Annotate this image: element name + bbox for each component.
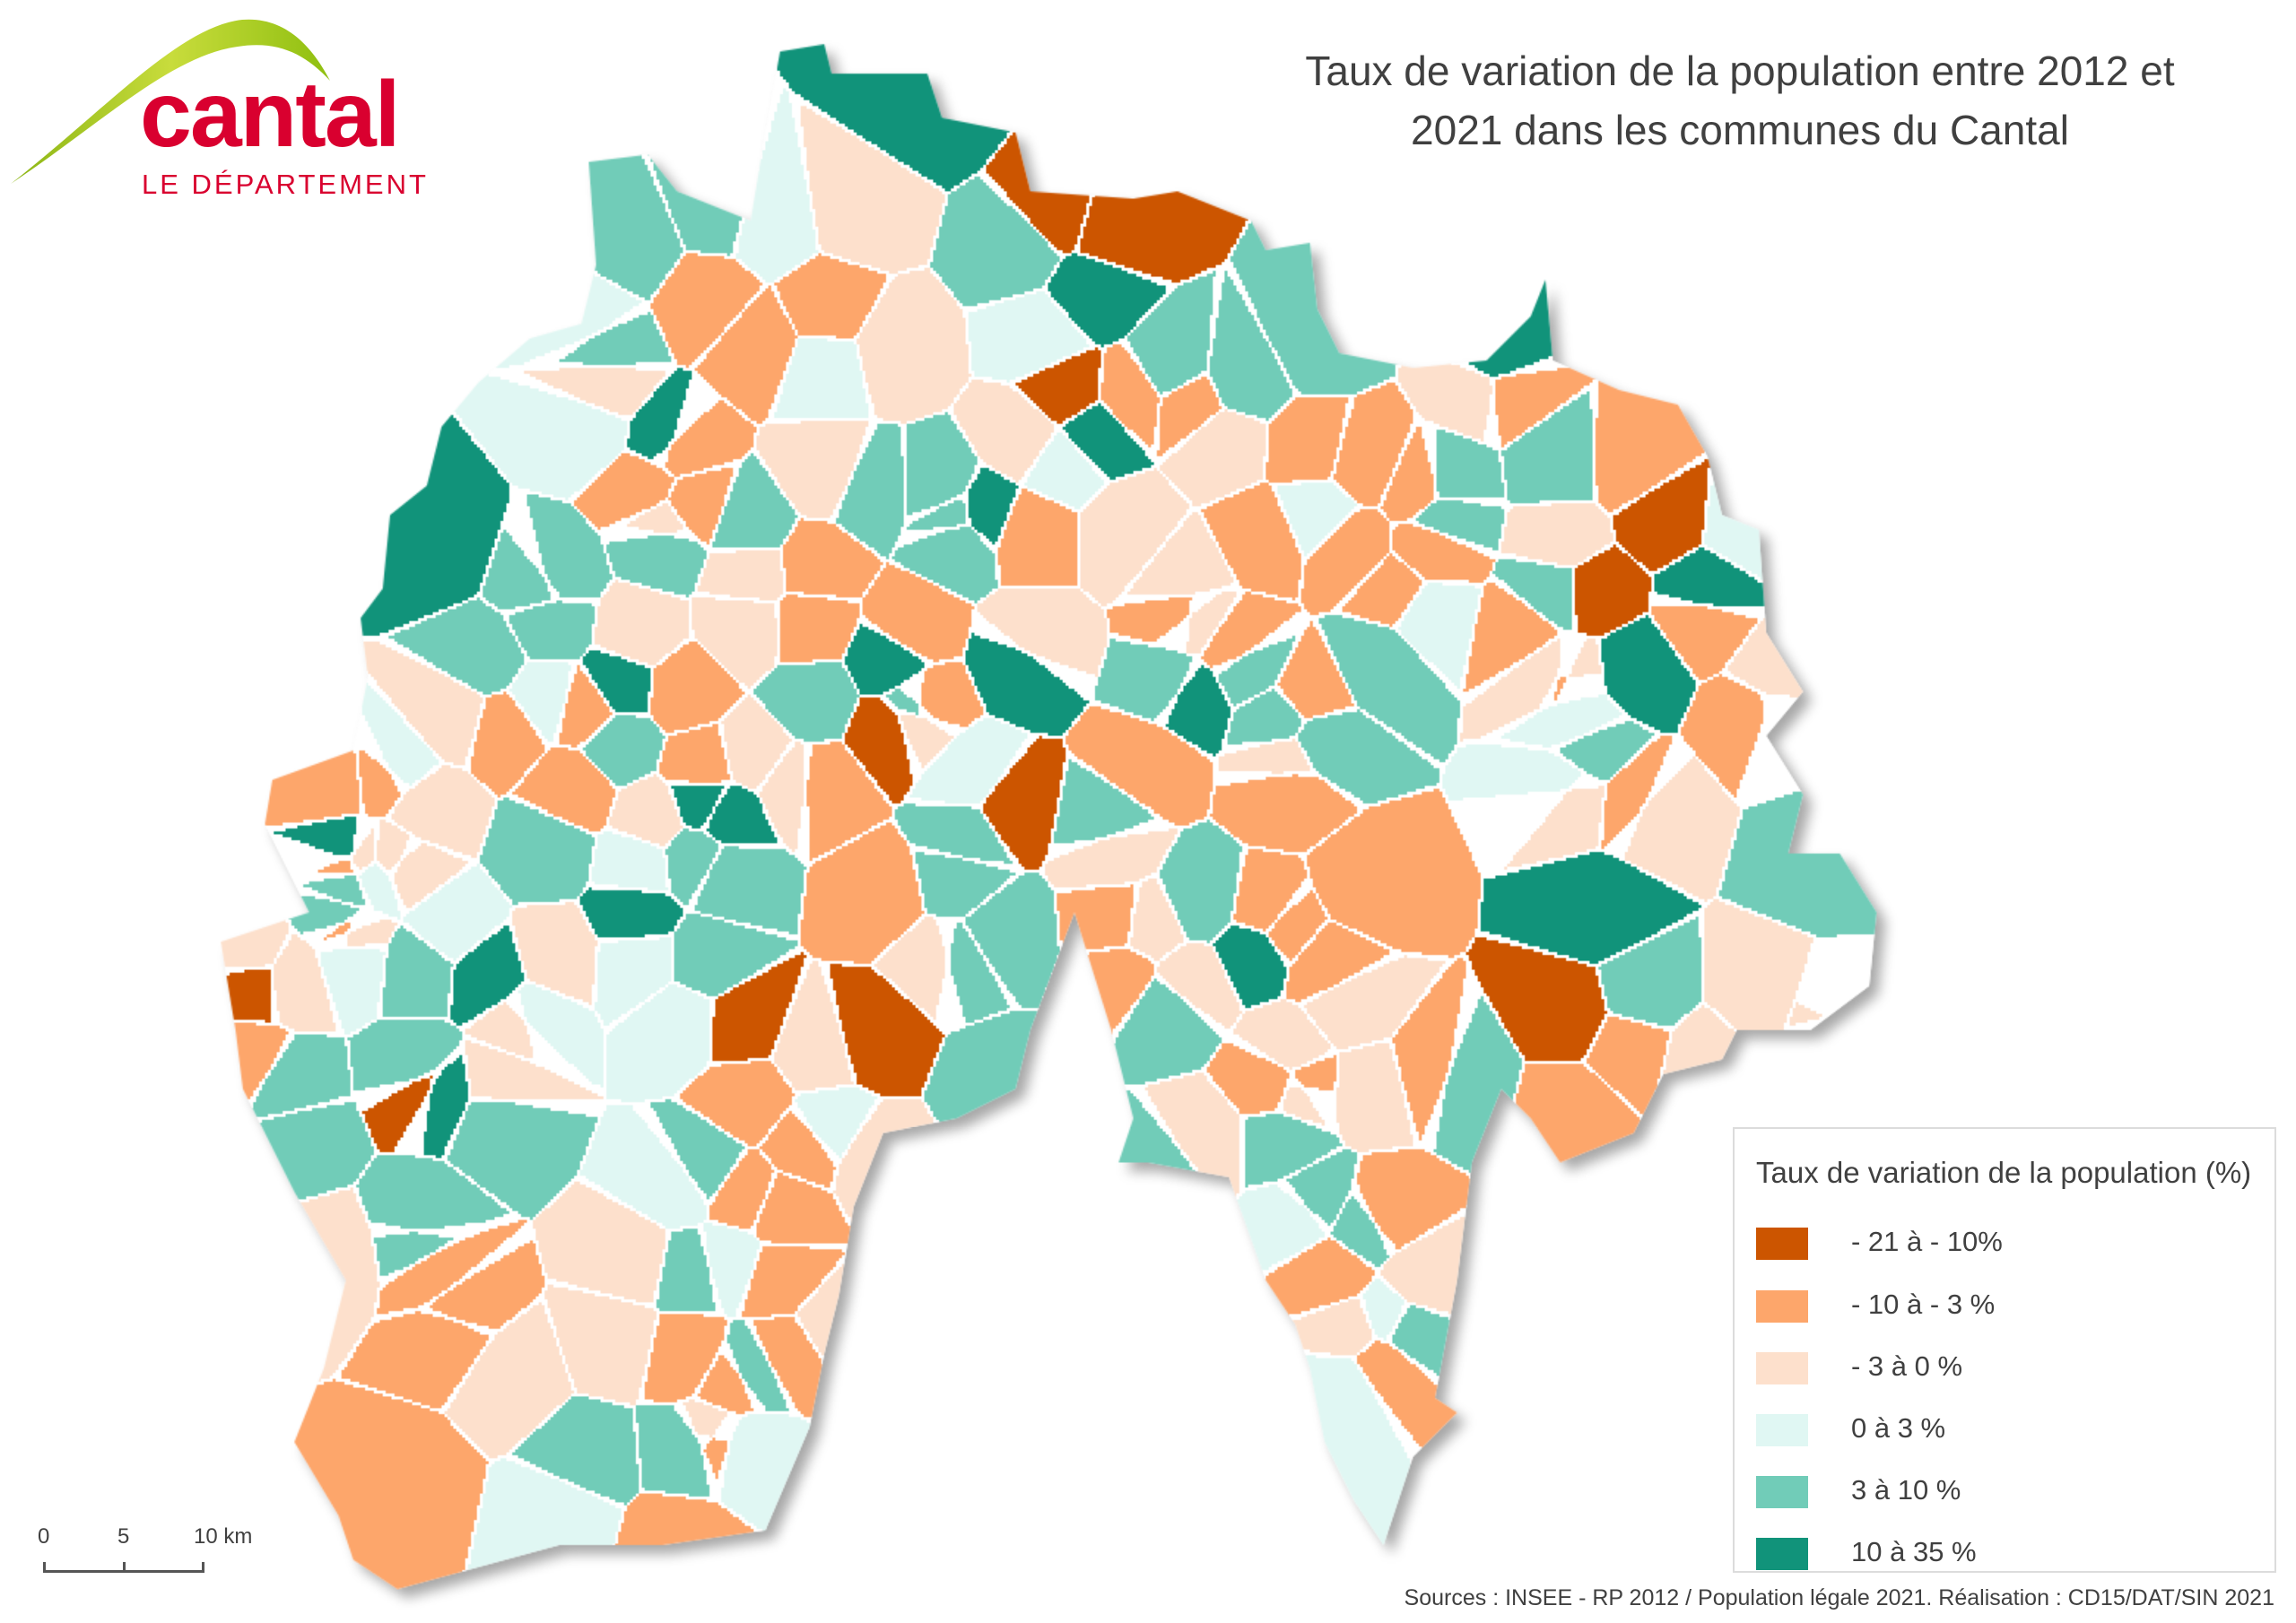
legend-label: 3 à 10 % [1851, 1474, 1961, 1506]
legend-swatch [1756, 1228, 1808, 1260]
legend-title: Taux de variation de la population (%) [1756, 1156, 2252, 1189]
legend-item: - 3 à 0 % [1756, 1350, 1962, 1384]
legend-label: - 21 à - 10% [1851, 1226, 2003, 1257]
scale-tick-0: 0 [38, 1524, 50, 1549]
logo-arc-icon [11, 19, 330, 185]
legend-label: 0 à 3 % [1851, 1412, 1946, 1444]
legend-label: 10 à 35 % [1851, 1536, 1977, 1567]
legend-label: - 3 à 0 % [1851, 1350, 1963, 1382]
legend-item: 10 à 35 % [1756, 1536, 1977, 1570]
legend: Taux de variation de la population (%) -… [1733, 1127, 2276, 1573]
legend-swatch [1756, 1414, 1808, 1446]
scale-bar [43, 1562, 204, 1573]
map-title: Taux de variation de la population entre… [1202, 41, 2278, 160]
cantal-logo: cantal LE DÉPARTEMENT [0, 0, 448, 215]
legend-swatch [1756, 1352, 1808, 1384]
legend-item: 3 à 10 % [1756, 1474, 1961, 1508]
legend-item: - 21 à - 10% [1756, 1226, 2003, 1260]
legend-label: - 10 à - 3 % [1851, 1289, 1996, 1320]
legend-item: 0 à 3 % [1756, 1412, 1945, 1446]
logo-wordmark: cantal [140, 63, 401, 167]
legend-swatch [1756, 1476, 1808, 1508]
scale-tick-5: 5 [117, 1524, 130, 1549]
scale-tick-10: 10 km [194, 1524, 253, 1549]
legend-swatch [1756, 1290, 1808, 1323]
title-line-1: Taux de variation de la population entre… [1305, 48, 2175, 94]
sources-credit: Sources : INSEE - RP 2012 / Population l… [1404, 1585, 2274, 1610]
legend-item: - 10 à - 3 % [1756, 1289, 1995, 1323]
legend-swatch [1756, 1538, 1808, 1570]
scale-bar-mid-tick [123, 1562, 126, 1571]
logo-subtitle: LE DÉPARTEMENT [142, 169, 429, 200]
title-line-2: 2021 dans les communes du Cantal [1411, 107, 2069, 153]
